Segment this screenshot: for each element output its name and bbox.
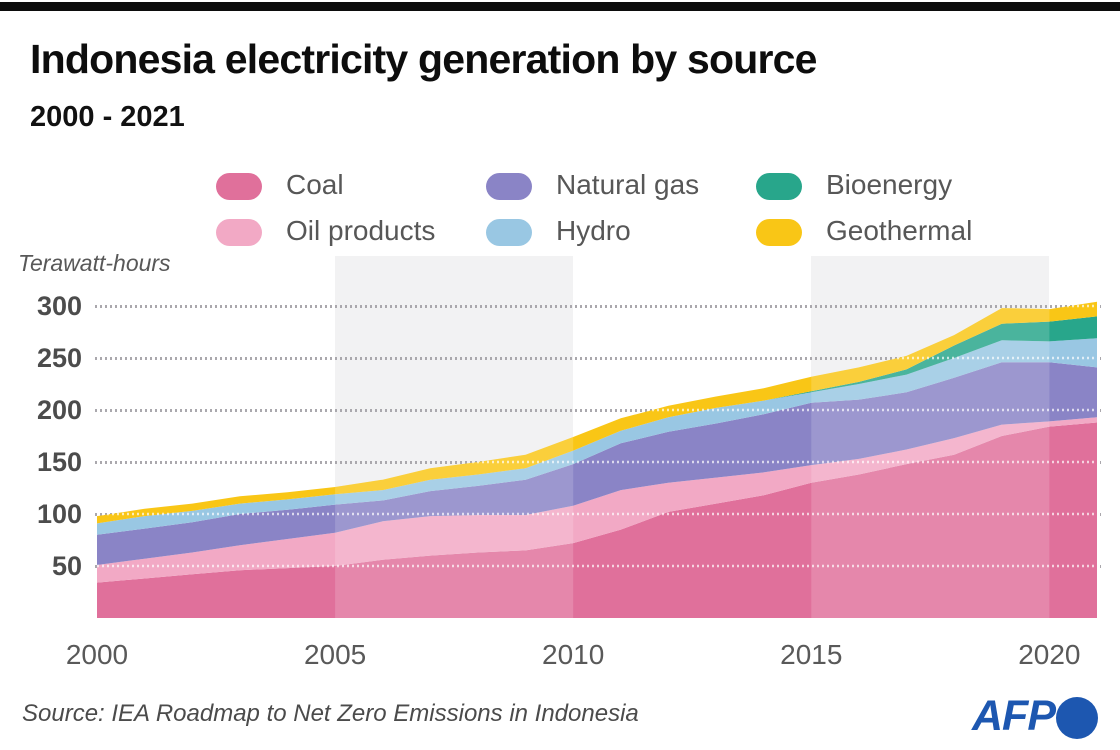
legend-swatch-natural-gas: [486, 173, 532, 200]
legend-swatch-geothermal: [756, 219, 802, 246]
x-tick-label-2000: 2000: [65, 639, 129, 670]
y-tick-label-300: 300: [36, 291, 82, 321]
y-tick-label-200: 200: [36, 395, 82, 425]
gridline-250: [95, 357, 1101, 360]
legend-swatch-hydro: [486, 219, 532, 246]
legend-swatch-bioenergy: [756, 173, 802, 200]
legend-label-geothermal: Geothermal: [826, 215, 973, 246]
afp-logo-circle: [1056, 697, 1098, 739]
y-tick-label-100: 100: [36, 499, 82, 529]
x-tick-label-2020: 2020: [1018, 639, 1081, 670]
area-bioenergy: [97, 316, 1097, 524]
x-tick-label-2005: 2005: [303, 639, 367, 670]
legend-label-bioenergy: Bioenergy: [826, 169, 953, 200]
subtitle-years: 2000 - 2021: [30, 101, 185, 133]
stacked-area-chart: [97, 301, 1097, 618]
legend-swatch-oil-products: [216, 219, 262, 246]
legend-label-coal: Coal: [286, 169, 344, 200]
y-tick-label-50: 50: [51, 551, 82, 581]
afp-logo-text: AFP: [972, 692, 1056, 740]
legend-label-natural-gas: Natural gas: [556, 169, 700, 200]
x-tick-label-2010: 2010: [542, 639, 605, 670]
legend-label-oil-products: Oil products: [286, 215, 436, 246]
area-geothermal: [97, 301, 1097, 524]
afp-logo: AFP: [972, 692, 1102, 742]
y-tick-label-150: 150: [36, 447, 82, 477]
area-hydro: [97, 338, 1097, 535]
gridline-200: [95, 409, 1101, 412]
page-title: Indonesia electricity generation by sour…: [30, 36, 817, 82]
legend-label-hydro: Hydro: [556, 215, 631, 246]
source-note: Source: IEA Roadmap to Net Zero Emission…: [22, 700, 639, 727]
y-axis-unit-label: Terawatt-hours: [18, 250, 171, 276]
legend-swatch-coal: [216, 173, 262, 200]
area-oil-products: [97, 417, 1097, 583]
top-bar: [0, 2, 1120, 11]
x-tick-label-2015: 2015: [780, 639, 843, 670]
area-coal: [97, 422, 1097, 618]
y-tick-label-250: 250: [36, 343, 82, 373]
gridline-300: [95, 305, 1101, 308]
